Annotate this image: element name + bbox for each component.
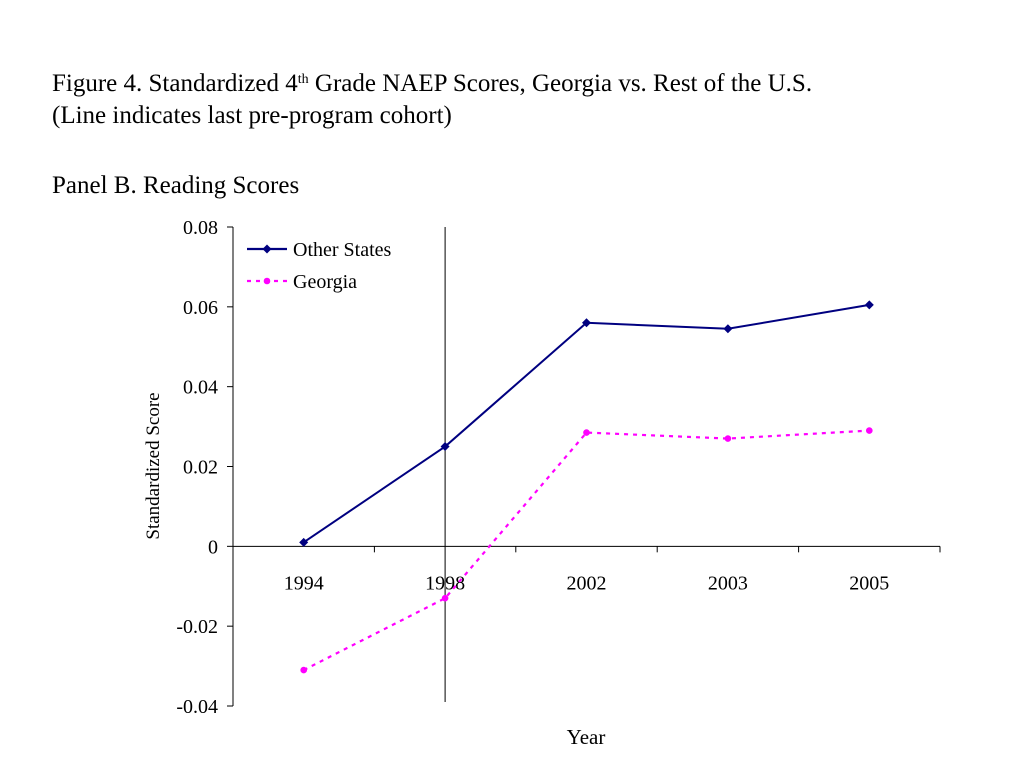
x-tick-label: 2005 [849, 572, 889, 594]
figure-title-superscript: th [297, 72, 309, 87]
y-tick-label: 0.04 [183, 377, 218, 399]
data-point [724, 435, 732, 442]
legend-label: Georgia [293, 271, 357, 293]
data-point [723, 324, 733, 334]
y-tick-label: 0.02 [183, 457, 218, 479]
data-point [864, 300, 874, 310]
legend-label: Other States [293, 239, 392, 261]
data-point [583, 429, 590, 436]
legend-entry: Georgia [247, 271, 357, 293]
legend-marker [262, 244, 272, 254]
figure-title-suffix: Grade NAEP Scores, Georgia vs. Rest of t… [308, 70, 813, 97]
figure-subtitle: (Line indicates last pre-program cohort) [52, 102, 452, 129]
x-tick-label: 2002 [567, 572, 607, 594]
data-point [441, 594, 449, 602]
data-point [582, 318, 591, 328]
series-line-georgia [303, 429, 870, 672]
figure-title: Figure 4. Standardized 4th Grade NAEP Sc… [52, 68, 812, 100]
y-tick-label: 0.06 [183, 297, 218, 319]
y-tick-label: 0.08 [183, 217, 218, 239]
data-point [866, 427, 873, 434]
legend: Other States Georgia [247, 239, 392, 293]
figure-title-prefix: Figure 4. Standardized 4 [52, 70, 298, 97]
data-point [440, 442, 450, 452]
series-line-other-states [303, 303, 870, 544]
y-tick-label: -0.02 [176, 616, 218, 638]
x-axis-label: Year [567, 725, 606, 749]
series-other-states [299, 300, 874, 547]
panel-title: Panel B. Reading Scores [52, 172, 300, 199]
data-point [299, 537, 309, 547]
data-point [300, 666, 308, 674]
y-axis-label: Standardized Score [143, 392, 164, 539]
y-tick-label: 0 [208, 536, 218, 558]
y-tick-label: -0.04 [176, 696, 218, 718]
x-tick-label: 1994 [284, 572, 324, 594]
x-tick-label: 2003 [708, 572, 748, 594]
legend-marker [263, 277, 271, 285]
series-layer [299, 300, 874, 674]
series-georgia [300, 427, 873, 674]
legend-entry: Other States [247, 239, 392, 261]
